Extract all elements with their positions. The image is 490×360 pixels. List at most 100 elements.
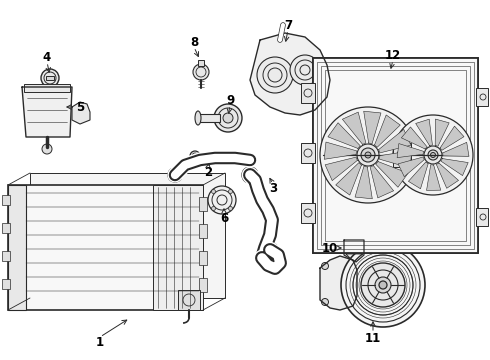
- Polygon shape: [376, 162, 408, 187]
- Bar: [24, 84, 70, 92]
- Text: 7: 7: [284, 18, 292, 32]
- Circle shape: [346, 244, 352, 250]
- Text: 11: 11: [365, 332, 381, 345]
- Bar: [153, 185, 203, 310]
- Bar: [198, 114, 220, 122]
- Bar: [8, 185, 203, 310]
- Circle shape: [228, 189, 232, 194]
- Circle shape: [321, 262, 328, 270]
- Circle shape: [190, 151, 200, 161]
- Circle shape: [212, 189, 216, 194]
- Polygon shape: [379, 151, 412, 168]
- Polygon shape: [344, 240, 364, 262]
- Circle shape: [41, 69, 59, 87]
- Polygon shape: [370, 166, 393, 198]
- Bar: [2, 195, 10, 205]
- Polygon shape: [343, 112, 366, 144]
- Circle shape: [428, 150, 438, 160]
- Polygon shape: [440, 126, 464, 150]
- Polygon shape: [401, 127, 427, 149]
- Polygon shape: [336, 163, 362, 195]
- Bar: [199, 197, 207, 211]
- Polygon shape: [379, 129, 411, 153]
- Polygon shape: [325, 157, 357, 181]
- Polygon shape: [328, 123, 360, 148]
- Circle shape: [228, 207, 232, 211]
- Polygon shape: [324, 142, 357, 159]
- Text: 2: 2: [204, 166, 212, 179]
- Polygon shape: [250, 33, 330, 115]
- Bar: [301, 143, 315, 163]
- Polygon shape: [320, 256, 357, 310]
- Bar: [198, 60, 204, 66]
- Polygon shape: [22, 87, 72, 137]
- Circle shape: [397, 150, 407, 160]
- Circle shape: [262, 242, 278, 258]
- Bar: [199, 224, 207, 238]
- Polygon shape: [72, 102, 90, 124]
- Circle shape: [212, 207, 216, 211]
- Circle shape: [42, 144, 52, 154]
- Bar: [313, 58, 478, 253]
- Text: 12: 12: [385, 49, 401, 62]
- Circle shape: [290, 55, 320, 85]
- Text: 6: 6: [220, 212, 228, 225]
- Polygon shape: [441, 158, 468, 176]
- Polygon shape: [416, 119, 433, 145]
- Ellipse shape: [195, 111, 201, 125]
- Polygon shape: [435, 119, 449, 146]
- Circle shape: [320, 107, 416, 203]
- Polygon shape: [355, 166, 372, 199]
- Bar: [317, 62, 474, 249]
- Circle shape: [431, 153, 436, 158]
- Circle shape: [193, 64, 209, 80]
- Circle shape: [349, 260, 357, 266]
- Text: 1: 1: [96, 336, 104, 348]
- Circle shape: [393, 115, 473, 195]
- Text: 4: 4: [43, 50, 51, 63]
- Circle shape: [341, 243, 425, 327]
- Bar: [316, 61, 475, 250]
- Circle shape: [208, 186, 236, 214]
- Bar: [301, 83, 315, 103]
- Bar: [314, 59, 477, 252]
- Circle shape: [356, 244, 362, 250]
- Circle shape: [214, 104, 242, 132]
- Bar: [199, 251, 207, 265]
- Circle shape: [365, 152, 371, 158]
- Polygon shape: [443, 142, 469, 156]
- Circle shape: [361, 263, 405, 307]
- Circle shape: [357, 144, 379, 166]
- Circle shape: [242, 167, 258, 183]
- Text: 5: 5: [76, 100, 84, 113]
- Text: 3: 3: [269, 181, 277, 194]
- Bar: [325, 70, 466, 241]
- Bar: [315, 60, 476, 251]
- Circle shape: [349, 300, 357, 306]
- Text: 8: 8: [190, 36, 198, 49]
- Circle shape: [361, 148, 375, 162]
- Bar: [476, 88, 488, 106]
- Bar: [313, 58, 478, 253]
- Text: 10: 10: [322, 242, 338, 255]
- Bar: [199, 278, 207, 292]
- Polygon shape: [427, 165, 441, 190]
- Circle shape: [257, 57, 293, 93]
- Polygon shape: [437, 163, 459, 188]
- Circle shape: [321, 298, 328, 306]
- Polygon shape: [364, 111, 381, 144]
- Bar: [393, 143, 411, 167]
- Text: 9: 9: [226, 94, 234, 107]
- Circle shape: [424, 146, 442, 164]
- Bar: [476, 208, 488, 226]
- Polygon shape: [374, 115, 400, 147]
- Polygon shape: [397, 144, 424, 158]
- Bar: [30, 173, 225, 298]
- Circle shape: [375, 277, 391, 293]
- Polygon shape: [398, 157, 424, 177]
- Circle shape: [379, 281, 387, 289]
- Bar: [301, 203, 315, 223]
- Circle shape: [223, 113, 233, 123]
- Bar: [2, 251, 10, 261]
- Bar: [321, 66, 470, 245]
